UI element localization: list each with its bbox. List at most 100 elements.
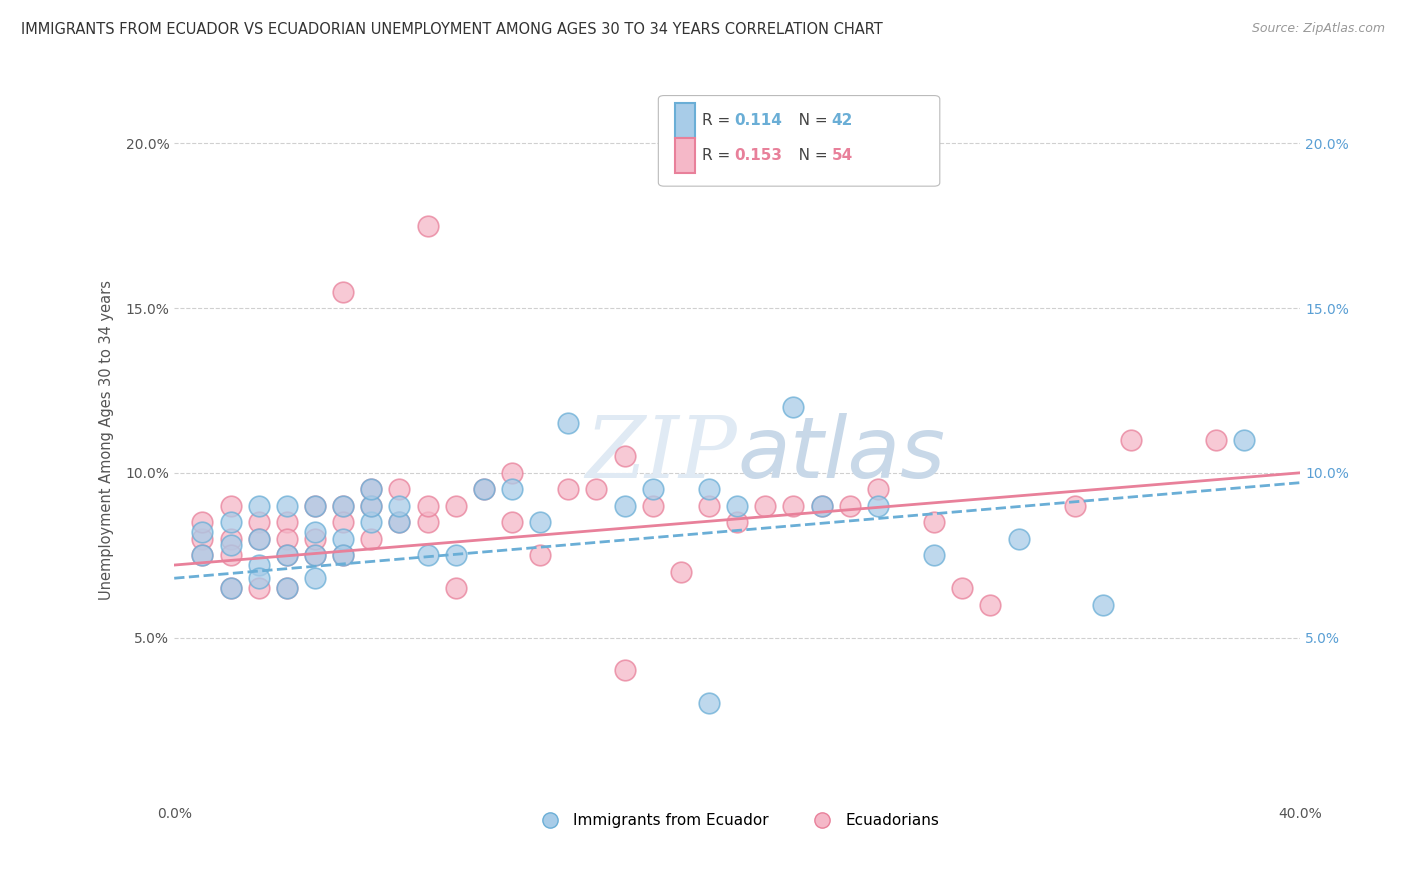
Point	[782, 499, 804, 513]
Point	[332, 548, 354, 562]
Point	[276, 548, 298, 562]
Text: IMMIGRANTS FROM ECUADOR VS ECUADORIAN UNEMPLOYMENT AMONG AGES 30 TO 34 YEARS COR: IMMIGRANTS FROM ECUADOR VS ECUADORIAN UN…	[21, 22, 883, 37]
Point	[276, 581, 298, 595]
Legend: Immigrants from Ecuador, Ecuadorians: Immigrants from Ecuador, Ecuadorians	[529, 807, 945, 835]
Point	[276, 548, 298, 562]
Text: N =: N =	[785, 148, 832, 163]
Point	[219, 515, 242, 529]
Point	[332, 515, 354, 529]
Point	[304, 571, 326, 585]
Y-axis label: Unemployment Among Ages 30 to 34 years: Unemployment Among Ages 30 to 34 years	[100, 280, 114, 599]
Point	[219, 548, 242, 562]
Point	[219, 581, 242, 595]
Point	[360, 499, 382, 513]
Point	[304, 525, 326, 540]
Text: Source: ZipAtlas.com: Source: ZipAtlas.com	[1251, 22, 1385, 36]
Text: 0.153: 0.153	[734, 148, 782, 163]
Point	[810, 499, 832, 513]
Point	[388, 483, 411, 497]
Point	[725, 499, 748, 513]
Point	[360, 483, 382, 497]
Point	[388, 515, 411, 529]
Point	[191, 548, 214, 562]
Point	[247, 515, 270, 529]
Point	[332, 532, 354, 546]
Point	[247, 581, 270, 595]
Point	[276, 515, 298, 529]
Point	[613, 450, 636, 464]
Point	[247, 532, 270, 546]
Point	[332, 285, 354, 299]
Point	[247, 499, 270, 513]
Point	[810, 499, 832, 513]
FancyBboxPatch shape	[675, 138, 696, 173]
FancyBboxPatch shape	[675, 103, 696, 137]
Point	[276, 532, 298, 546]
Point	[501, 466, 523, 480]
Point	[697, 483, 720, 497]
Point	[247, 571, 270, 585]
Point	[360, 483, 382, 497]
Point	[782, 400, 804, 414]
FancyBboxPatch shape	[658, 95, 939, 186]
Point	[613, 664, 636, 678]
Point	[304, 499, 326, 513]
Point	[444, 548, 467, 562]
Point	[247, 532, 270, 546]
Point	[697, 499, 720, 513]
Text: 42: 42	[832, 112, 853, 128]
Point	[1064, 499, 1087, 513]
Point	[472, 483, 495, 497]
Point	[950, 581, 973, 595]
Point	[444, 581, 467, 595]
Point	[697, 697, 720, 711]
Point	[1233, 433, 1256, 447]
Text: R =: R =	[702, 148, 735, 163]
Text: N =: N =	[785, 112, 832, 128]
Point	[276, 581, 298, 595]
Point	[219, 532, 242, 546]
Point	[557, 483, 579, 497]
Point	[219, 538, 242, 552]
Point	[866, 499, 889, 513]
Point	[332, 499, 354, 513]
Point	[725, 515, 748, 529]
Point	[388, 499, 411, 513]
Point	[304, 548, 326, 562]
Point	[866, 483, 889, 497]
Point	[641, 483, 664, 497]
Point	[416, 499, 439, 513]
Point	[557, 417, 579, 431]
Point	[247, 558, 270, 572]
Point	[838, 499, 860, 513]
Point	[501, 483, 523, 497]
Point	[191, 548, 214, 562]
Text: 54: 54	[832, 148, 853, 163]
Text: ZIP: ZIP	[585, 413, 737, 496]
Point	[641, 499, 664, 513]
Point	[585, 483, 607, 497]
Point	[613, 499, 636, 513]
Point	[529, 548, 551, 562]
Point	[360, 515, 382, 529]
Point	[1205, 433, 1227, 447]
Point	[669, 565, 692, 579]
Point	[360, 499, 382, 513]
Point	[219, 499, 242, 513]
Text: atlas: atlas	[737, 413, 945, 496]
Point	[444, 499, 467, 513]
Point	[1007, 532, 1029, 546]
Point	[304, 548, 326, 562]
Text: R =: R =	[702, 112, 735, 128]
Point	[191, 525, 214, 540]
Point	[191, 515, 214, 529]
Point	[979, 598, 1001, 612]
Point	[922, 515, 945, 529]
Point	[304, 499, 326, 513]
Point	[276, 499, 298, 513]
Point	[529, 515, 551, 529]
Point	[922, 548, 945, 562]
Point	[1092, 598, 1115, 612]
Point	[501, 515, 523, 529]
Point	[219, 581, 242, 595]
